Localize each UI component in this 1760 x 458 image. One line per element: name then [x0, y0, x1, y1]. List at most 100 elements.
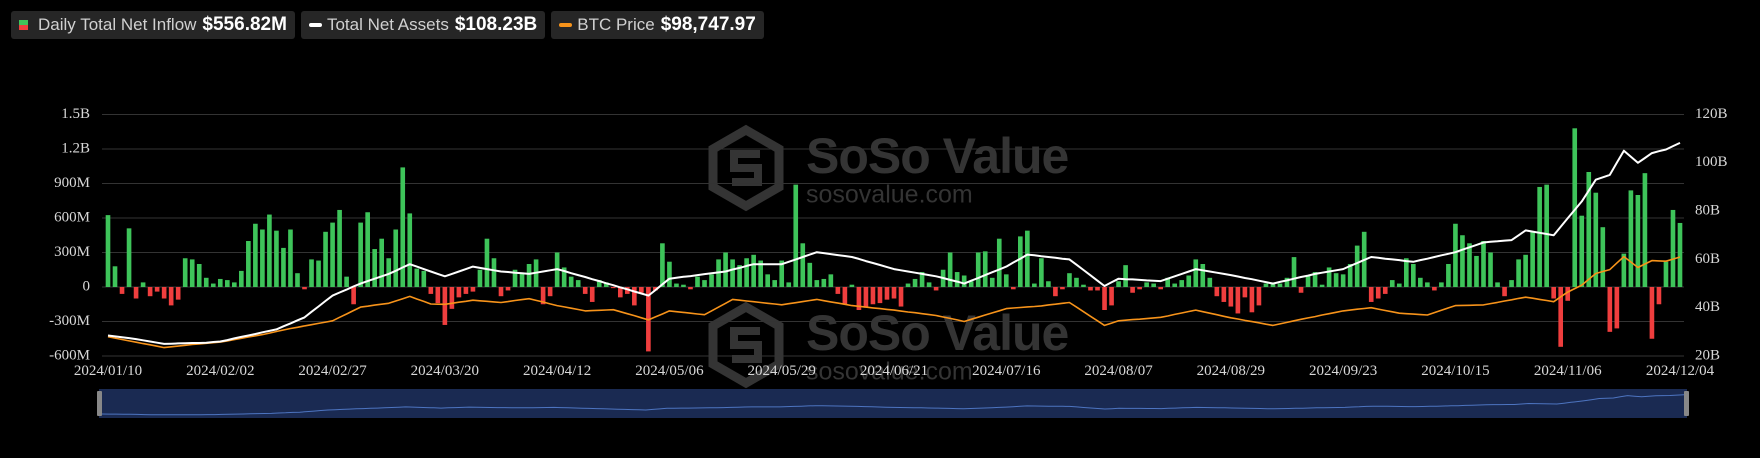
- bar: [919, 272, 925, 287]
- bar: [505, 287, 511, 291]
- bar: [1432, 287, 1437, 291]
- bar: [709, 274, 714, 287]
- bar: [224, 280, 230, 287]
- bar: [330, 222, 335, 287]
- bar: [351, 287, 356, 305]
- bar: [1411, 264, 1416, 287]
- bar: [1305, 275, 1311, 287]
- bar: [765, 274, 770, 287]
- bar: [1677, 222, 1683, 287]
- bar: [1502, 287, 1507, 297]
- bar: [1102, 287, 1107, 310]
- legend-value: $98,747.97: [660, 14, 756, 35]
- bar: [1586, 172, 1592, 287]
- bar: [751, 254, 756, 287]
- bar: [267, 214, 272, 287]
- bar: [526, 264, 532, 287]
- bar: [877, 287, 883, 304]
- x-tick-label: 2024/05/29: [748, 363, 816, 379]
- bar: [1242, 287, 1248, 298]
- bar: [316, 260, 321, 287]
- legend-item[interactable]: Total Net Assets $108.23B: [300, 11, 546, 39]
- watermark-logo: [708, 124, 784, 212]
- bar: [1319, 284, 1325, 287]
- bar: [1186, 275, 1192, 287]
- bar: [1347, 264, 1353, 287]
- bar: [1488, 252, 1493, 287]
- bar: [1165, 277, 1171, 287]
- bar: [393, 229, 399, 287]
- bar: [856, 287, 862, 310]
- bar: [1439, 282, 1444, 287]
- bar: [1495, 282, 1500, 287]
- bar: [1530, 231, 1535, 287]
- bar: [407, 213, 413, 287]
- bar: [302, 287, 307, 290]
- x-tick-label: 2024/07/16: [972, 363, 1041, 379]
- navigator-handle[interactable]: [1684, 391, 1689, 416]
- bar: [610, 287, 616, 289]
- navigator[interactable]: [99, 389, 1687, 418]
- bar: [625, 287, 630, 294]
- bar: [968, 281, 974, 287]
- legend: Daily Total Net Inflow $556.82M Total Ne…: [11, 11, 764, 39]
- bar: [1235, 287, 1241, 314]
- bar: [491, 258, 497, 287]
- x-tick-label: 2024/08/07: [1084, 363, 1153, 379]
- bar: [793, 184, 799, 287]
- bar: [232, 282, 237, 287]
- legend-item[interactable]: Daily Total Net Inflow $556.82M: [11, 11, 295, 39]
- bar: [989, 277, 995, 287]
- bar: [1214, 287, 1220, 297]
- bar: [1116, 281, 1121, 287]
- bar: [1284, 277, 1290, 287]
- navigator-line: [101, 394, 1685, 416]
- legend-item[interactable]: BTC Price $98,747.97: [551, 11, 764, 39]
- bar: [744, 258, 749, 287]
- bar: [1109, 287, 1114, 306]
- bar: [1382, 287, 1388, 294]
- bar: [1621, 253, 1627, 287]
- bar: [400, 167, 406, 287]
- bar: [1256, 287, 1262, 306]
- bar: [337, 209, 342, 287]
- x-tick-label: 2024/02/02: [186, 363, 254, 379]
- bar: [119, 287, 125, 294]
- bar: [737, 265, 742, 287]
- bar: [617, 287, 623, 298]
- x-tick-label: 2024/03/20: [411, 363, 479, 379]
- bar: [947, 252, 953, 287]
- bar: [1333, 273, 1339, 287]
- bar: [1446, 264, 1451, 287]
- bar: [435, 287, 441, 304]
- bar: [779, 260, 785, 287]
- bar: [954, 272, 960, 287]
- y2-tick-label: 20B: [1695, 347, 1720, 363]
- bar: [1649, 287, 1655, 339]
- bar: [1123, 265, 1128, 287]
- bar: [1081, 284, 1086, 287]
- bar: [786, 282, 792, 287]
- bar: [470, 287, 476, 292]
- watermark-brand: SoSo Value: [806, 128, 1069, 184]
- bar: [1221, 287, 1227, 302]
- legend-icon: [559, 23, 573, 27]
- bar: [982, 251, 988, 287]
- bar: [1565, 287, 1571, 301]
- y-tick-label: -300M: [49, 313, 90, 329]
- navigator-handle[interactable]: [97, 391, 102, 416]
- bar: [421, 270, 427, 287]
- bar: [1656, 287, 1662, 305]
- bar: [814, 280, 820, 287]
- x-tick-label: 2024/12/04: [1646, 363, 1715, 379]
- bar: [898, 287, 904, 307]
- bar: [1614, 287, 1620, 329]
- bar: [295, 273, 300, 287]
- bar: [1460, 235, 1465, 287]
- bar: [1010, 287, 1016, 290]
- bar: [1291, 257, 1297, 287]
- bar: [582, 287, 588, 294]
- bar: [702, 280, 707, 287]
